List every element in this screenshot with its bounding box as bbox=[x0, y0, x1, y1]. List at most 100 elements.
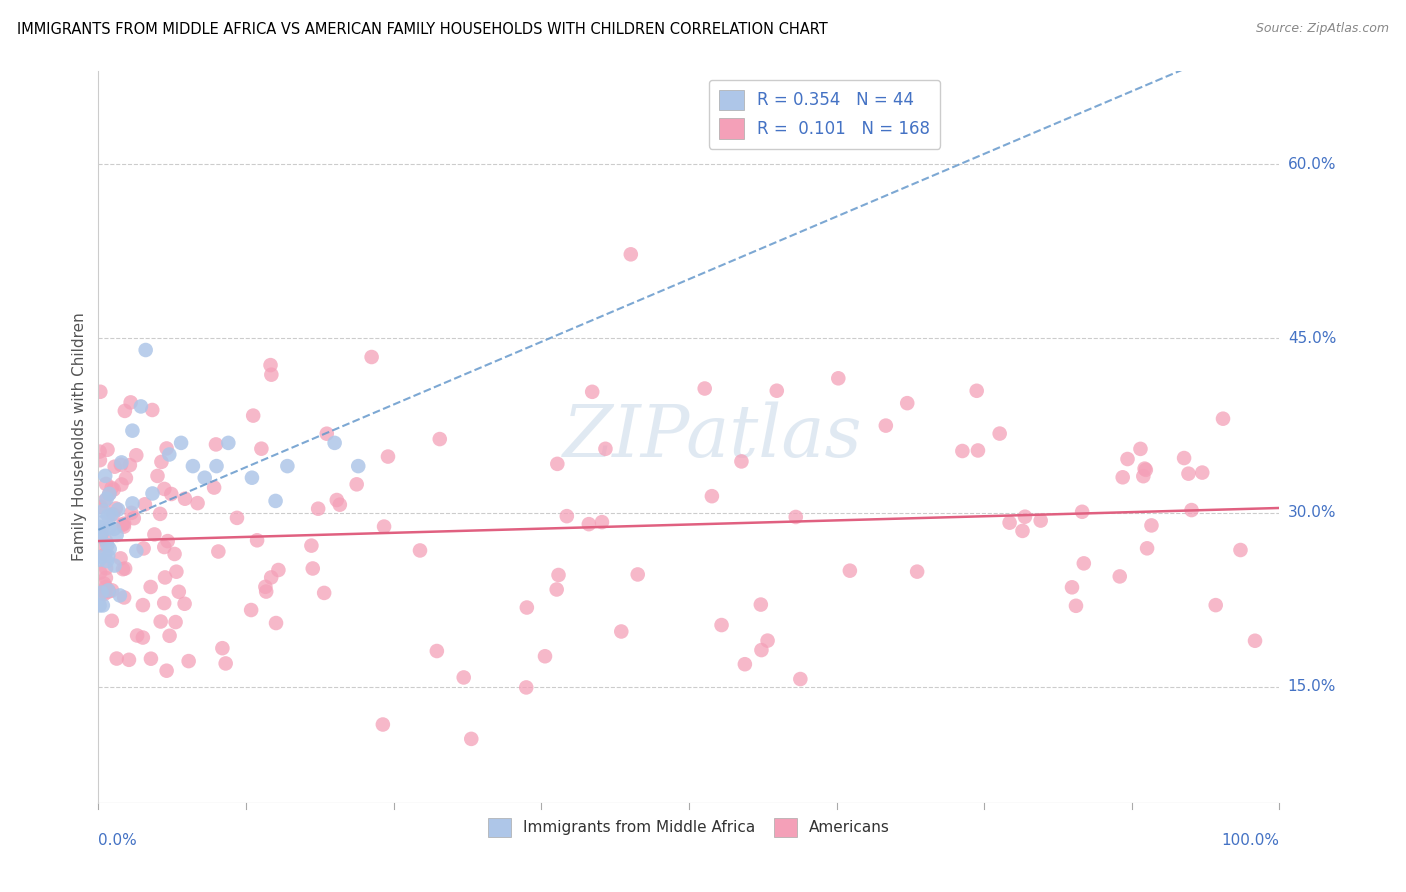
Point bbox=[264, 494, 287, 508]
Point bbox=[429, 432, 451, 446]
Point bbox=[89, 566, 111, 580]
Point bbox=[1064, 599, 1087, 613]
Point bbox=[90, 527, 112, 541]
Point bbox=[105, 528, 128, 542]
Legend: Immigrants from Middle Africa, Americans: Immigrants from Middle Africa, Americans bbox=[482, 812, 896, 843]
Point bbox=[120, 395, 142, 409]
Point bbox=[323, 436, 346, 450]
Point bbox=[591, 515, 613, 529]
Point bbox=[765, 384, 787, 398]
Point bbox=[1229, 543, 1251, 558]
Text: Source: ZipAtlas.com: Source: ZipAtlas.com bbox=[1256, 22, 1389, 36]
Point bbox=[314, 586, 336, 600]
Point bbox=[165, 615, 187, 629]
Point bbox=[89, 384, 111, 399]
Point bbox=[710, 618, 733, 632]
Point bbox=[150, 455, 173, 469]
Point bbox=[114, 404, 136, 418]
Point bbox=[89, 520, 111, 534]
Point bbox=[546, 457, 568, 471]
Point bbox=[299, 539, 322, 553]
Point bbox=[409, 543, 432, 558]
Point bbox=[1011, 524, 1033, 538]
Point bbox=[132, 631, 155, 645]
Point bbox=[950, 444, 973, 458]
Point bbox=[1133, 461, 1156, 475]
Point bbox=[146, 469, 169, 483]
Point bbox=[1173, 450, 1195, 465]
Point bbox=[1244, 633, 1267, 648]
Point bbox=[129, 400, 152, 414]
Point bbox=[734, 657, 756, 672]
Point bbox=[1135, 463, 1157, 477]
Point bbox=[163, 547, 186, 561]
Point bbox=[165, 565, 187, 579]
Point bbox=[135, 343, 157, 357]
Point bbox=[595, 442, 617, 456]
Point bbox=[202, 481, 225, 495]
Point bbox=[89, 553, 111, 567]
Point bbox=[173, 597, 195, 611]
Point bbox=[103, 522, 125, 536]
Point bbox=[347, 459, 370, 474]
Point bbox=[98, 487, 121, 501]
Point bbox=[93, 584, 115, 599]
Point bbox=[153, 482, 176, 496]
Point bbox=[103, 558, 125, 573]
Point bbox=[103, 483, 125, 497]
Point bbox=[110, 455, 132, 469]
Point bbox=[110, 477, 132, 491]
Point bbox=[89, 444, 111, 458]
Point bbox=[121, 496, 143, 510]
Point bbox=[1177, 467, 1199, 481]
Point bbox=[1014, 509, 1036, 524]
Point bbox=[546, 582, 568, 597]
Point bbox=[91, 599, 114, 613]
Point bbox=[254, 580, 277, 594]
Point bbox=[620, 247, 643, 261]
Point bbox=[141, 486, 163, 500]
Point bbox=[89, 599, 111, 613]
Point bbox=[260, 368, 283, 382]
Point bbox=[96, 491, 118, 506]
Point bbox=[1212, 411, 1234, 425]
Point bbox=[260, 570, 283, 584]
Point bbox=[205, 459, 228, 474]
Point bbox=[515, 681, 537, 695]
Point bbox=[110, 458, 132, 472]
Point bbox=[315, 426, 337, 441]
Point bbox=[97, 584, 120, 599]
Point bbox=[242, 409, 264, 423]
Point bbox=[89, 538, 111, 552]
Point bbox=[1116, 452, 1139, 467]
Point bbox=[94, 561, 117, 575]
Point bbox=[756, 633, 779, 648]
Point bbox=[101, 614, 124, 628]
Point bbox=[578, 517, 600, 532]
Point bbox=[89, 529, 111, 543]
Point bbox=[460, 731, 482, 746]
Point bbox=[122, 511, 145, 525]
Point bbox=[240, 603, 263, 617]
Point bbox=[240, 471, 263, 485]
Point bbox=[94, 571, 117, 585]
Point bbox=[211, 641, 233, 656]
Point bbox=[167, 584, 190, 599]
Point bbox=[1112, 470, 1135, 484]
Point bbox=[94, 534, 117, 549]
Point bbox=[112, 516, 135, 531]
Point bbox=[111, 517, 134, 532]
Point bbox=[104, 501, 127, 516]
Point bbox=[132, 541, 155, 556]
Point bbox=[215, 657, 238, 671]
Point bbox=[1129, 442, 1152, 456]
Point bbox=[90, 500, 112, 514]
Point bbox=[307, 501, 329, 516]
Point bbox=[101, 583, 124, 598]
Point bbox=[93, 576, 115, 591]
Point bbox=[181, 459, 204, 474]
Point bbox=[1140, 518, 1163, 533]
Point bbox=[159, 629, 181, 643]
Point bbox=[1073, 557, 1095, 571]
Point bbox=[121, 424, 143, 438]
